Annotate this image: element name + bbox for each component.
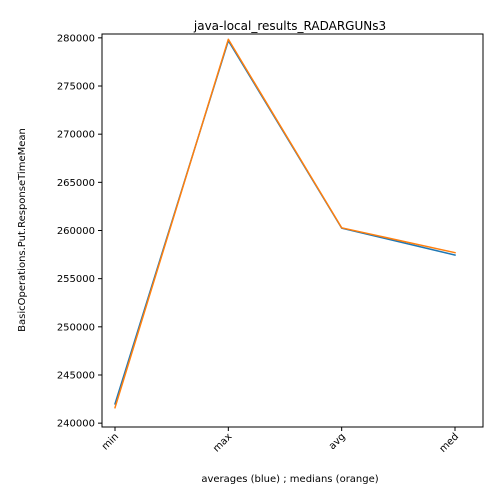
y-tick-label: 265000 (57, 178, 95, 189)
y-axis: 240000 245000 250000 255000 260000 265000 2700… (57, 33, 102, 430)
y-tick-label: 280000 (57, 33, 95, 44)
y-tick-label: 250000 (57, 322, 95, 333)
y-tick-label: 260000 (57, 226, 95, 237)
chart-title: java-local_results_RADARGUNs3 (193, 19, 386, 33)
y-tick-label: 240000 (57, 419, 95, 430)
x-axis-label: averages (blue) ; medians (orange) (201, 474, 378, 485)
series-layer (114, 38, 456, 409)
y-tick-label: 270000 (57, 130, 95, 141)
y-axis-label: BasicOperations.Put.ResponseTimeMean (17, 128, 28, 332)
y-tick-label: 255000 (57, 274, 95, 285)
series-line-2 (114, 38, 456, 409)
y-tick-label: 275000 (57, 82, 95, 93)
y-tick-label: 245000 (57, 370, 95, 381)
